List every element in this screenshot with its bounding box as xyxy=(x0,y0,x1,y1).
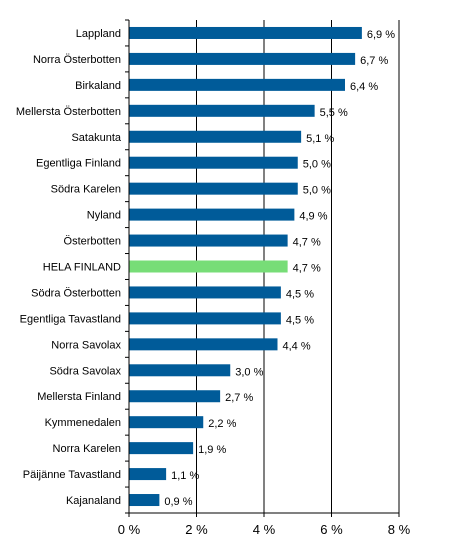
value-label-satakunta: 5,1 % xyxy=(306,133,334,145)
bar-egentliga-tavastland xyxy=(129,312,281,325)
bar-hela-finland xyxy=(129,260,288,273)
category-label-satakunta: Satakunta xyxy=(71,132,121,144)
category-label-lappland: Lappland xyxy=(76,28,121,40)
category-label-norra-karelen: Norra Karelen xyxy=(53,443,121,455)
value-label-norra-karelen: 1,9 % xyxy=(198,444,226,456)
bar-satakunta xyxy=(129,130,302,143)
bar-norra-osterbotten xyxy=(129,52,356,65)
value-label-mellersta-finland: 2,7 % xyxy=(225,392,253,404)
value-label-sodra-osterbotten: 4,5 % xyxy=(286,288,314,300)
value-label-sodra-savolax: 3,0 % xyxy=(235,366,263,378)
category-label-sodra-savolax: Södra Savolax xyxy=(49,365,121,377)
category-label-sodra-osterbotten: Södra Österbotten xyxy=(31,287,121,299)
value-label-egentliga-finland: 5,0 % xyxy=(303,159,331,171)
bar-kajanaland xyxy=(129,494,160,507)
x-tick-label-0: 0 % xyxy=(118,522,141,537)
category-label-norra-savolax: Norra Savolax xyxy=(51,339,121,351)
value-label-hela-finland: 4,7 % xyxy=(293,263,321,275)
category-label-mellersta-finland: Mellersta Finland xyxy=(37,391,121,403)
value-label-sodra-karelen: 5,0 % xyxy=(303,185,331,197)
labels: Lappland 6,9 % Norra Österbotten 6,7 % Birka… xyxy=(16,28,411,537)
bar-birkaland xyxy=(129,78,345,91)
value-label-egentliga-tavastland: 4,5 % xyxy=(286,314,314,326)
category-label-birkaland: Birkaland xyxy=(75,80,121,92)
category-label-egentliga-finland: Egentliga Finland xyxy=(36,158,121,170)
x-tick-label-4: 8 % xyxy=(388,522,411,537)
bar-nyland xyxy=(129,208,295,221)
value-label-kymmenedalen: 2,2 % xyxy=(208,418,236,430)
bar-norra-karelen xyxy=(129,442,194,455)
value-label-lappland: 6,9 % xyxy=(367,29,395,41)
bar-osterbotten xyxy=(129,234,288,247)
value-label-birkaland: 6,4 % xyxy=(350,81,378,93)
bar-paijanne-tavastland xyxy=(129,468,167,481)
category-label-kymmenedalen: Kymmenedalen xyxy=(45,417,121,429)
bar-mellersta-osterbotten xyxy=(129,104,315,117)
bar-sodra-osterbotten xyxy=(129,286,281,299)
bar-sodra-karelen xyxy=(129,182,298,195)
value-label-norra-savolax: 4,4 % xyxy=(283,340,311,352)
bar-kymmenedalen xyxy=(129,416,204,429)
axes xyxy=(125,19,400,517)
category-label-paijanne-tavastland: Päijänne Tavastland xyxy=(23,469,121,481)
category-label-hela-finland: HELA FINLAND xyxy=(43,262,121,274)
category-label-nyland: Nyland xyxy=(87,210,121,222)
x-tick-label-3: 6 % xyxy=(320,522,343,537)
bar-norra-savolax xyxy=(129,338,278,351)
value-label-mellersta-osterbotten: 5,5 % xyxy=(320,107,348,119)
category-label-mellersta-osterbotten: Mellersta Österbotten xyxy=(16,106,121,118)
bars xyxy=(129,26,362,507)
bar-lappland xyxy=(129,26,362,39)
category-label-egentliga-tavastland: Egentliga Tavastland xyxy=(20,313,121,325)
value-label-kajanaland: 0,9 % xyxy=(164,496,192,508)
x-tick-label-1: 2 % xyxy=(185,522,208,537)
x-tick-label-2: 4 % xyxy=(253,522,276,537)
bar-egentliga-finland xyxy=(129,156,298,169)
bar-mellersta-finland xyxy=(129,390,221,403)
value-label-paijanne-tavastland: 1,1 % xyxy=(171,470,199,482)
category-label-osterbotten: Österbotten xyxy=(64,236,121,248)
value-label-norra-osterbotten: 6,7 % xyxy=(360,55,388,67)
value-label-osterbotten: 4,7 % xyxy=(293,237,321,249)
category-label-sodra-karelen: Södra Karelen xyxy=(51,184,121,196)
value-label-nyland: 4,9 % xyxy=(299,211,327,223)
category-label-norra-osterbotten: Norra Österbotten xyxy=(33,54,121,66)
category-label-kajanaland: Kajanaland xyxy=(66,495,121,507)
bar-sodra-savolax xyxy=(129,364,231,377)
